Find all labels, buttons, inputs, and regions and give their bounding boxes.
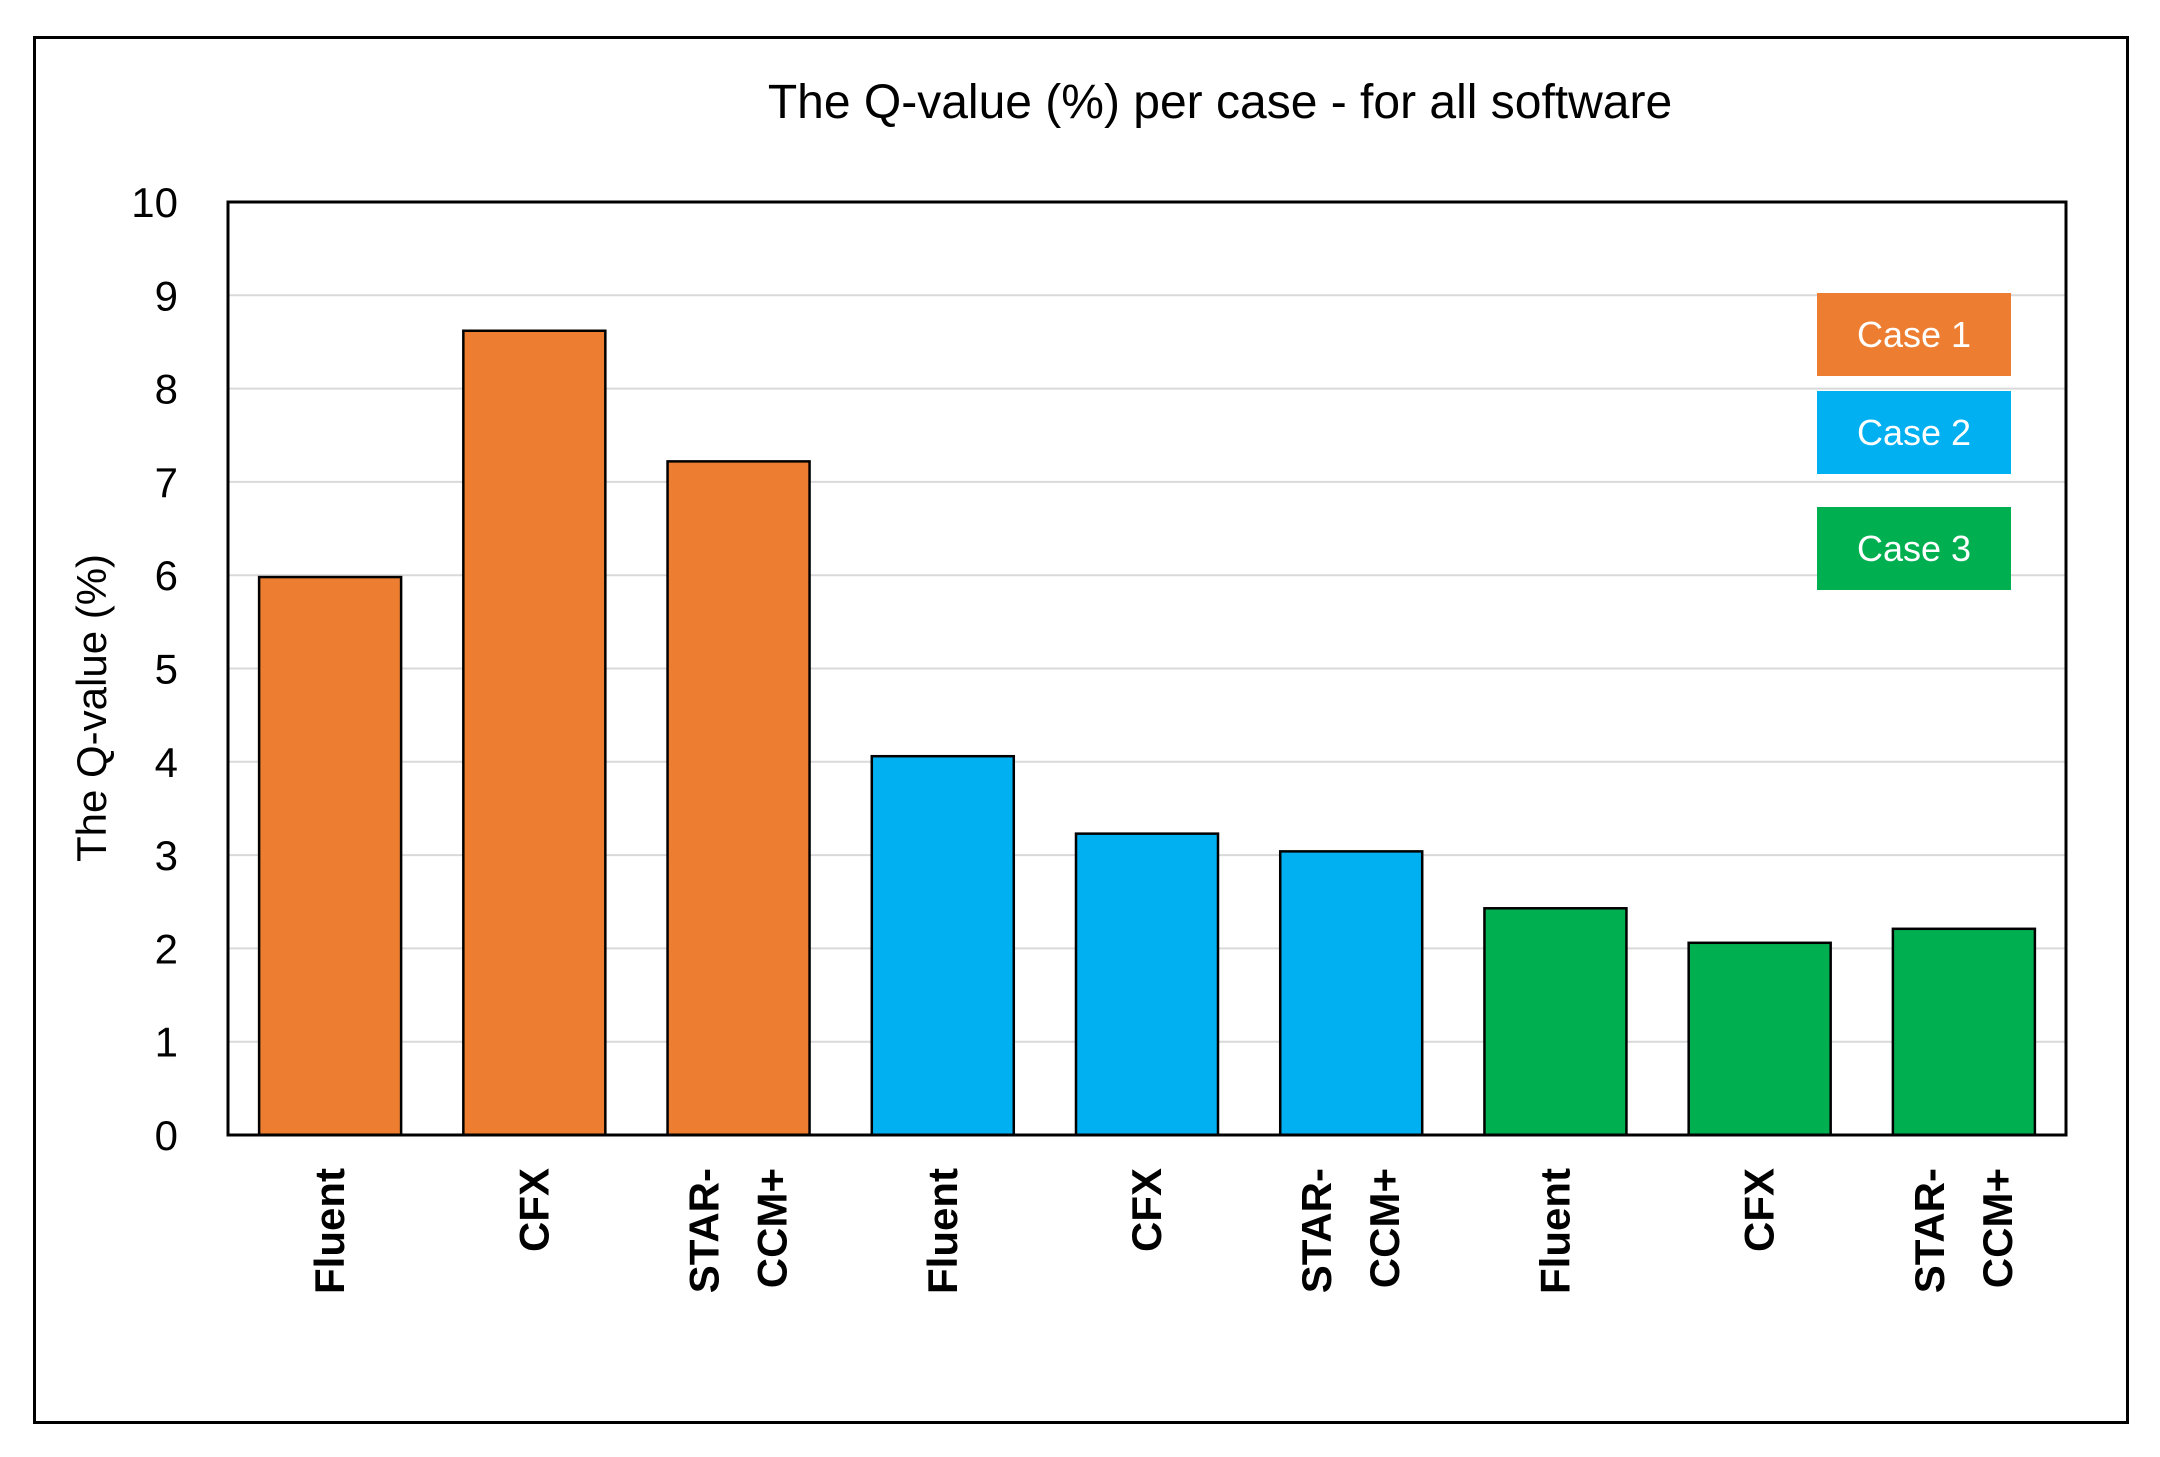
bar-case-1-cfx <box>462 329 607 1137</box>
x-tick-label: STAR- CCM+ <box>1293 1168 1408 1293</box>
x-tick-label-line: STAR- <box>1906 1168 1953 1293</box>
y-tick-label: 5 <box>155 646 178 693</box>
x-tick-label: STAR- CCM+ <box>681 1168 796 1293</box>
x-tick-label-line: Fluent <box>919 1168 966 1294</box>
bar-case-2-cfx <box>1074 832 1220 1137</box>
bar-case-3-fluent <box>1483 907 1628 1137</box>
x-tick-label: Fluent <box>1531 1168 1578 1294</box>
y-tick-label: 3 <box>155 832 178 879</box>
plot-area-border <box>226 200 2068 1137</box>
y-tick-labels: 0 1 2 3 4 5 6 7 8 9 10 <box>131 179 178 1159</box>
bar-case-1-fluent <box>257 575 403 1137</box>
x-tick-labels: Fluent CFX STAR- CCM+ Fluent CFX STAR- CCM+ Flue… <box>306 1168 2021 1294</box>
chart-title: The Q-value (%) per case - for all softw… <box>768 76 1672 129</box>
x-tick-label-line: STAR- <box>1293 1168 1340 1293</box>
y-tick-label: 7 <box>155 459 178 506</box>
legend-case-3: Case 3 <box>1817 507 2011 590</box>
bars <box>257 329 2037 1137</box>
x-tick-label: CFX <box>1123 1168 1170 1252</box>
x-tick-label-line: CFX <box>1123 1168 1170 1252</box>
x-tick-label-line: CFX <box>1736 1168 1783 1252</box>
bar-case-1-star-ccm- <box>666 460 811 1137</box>
y-tick-label: 10 <box>131 179 178 226</box>
bar-case-3-cfx <box>1687 941 1832 1137</box>
x-tick-label: CFX <box>1736 1168 1783 1252</box>
x-tick-label-line: CCM+ <box>1361 1168 1408 1288</box>
x-tick-label-line: Fluent <box>1531 1168 1578 1294</box>
x-tick-label-line: Fluent <box>306 1168 353 1294</box>
y-tick-label: 1 <box>155 1019 178 1066</box>
y-tick-label: 2 <box>155 925 178 972</box>
x-tick-label: CFX <box>510 1168 557 1252</box>
bar-case-2-star-ccm- <box>1278 850 1424 1137</box>
y-tick-label: 0 <box>155 1112 178 1159</box>
x-tick-label: Fluent <box>306 1168 353 1294</box>
y-tick-label: 4 <box>155 739 178 786</box>
x-tick-label: Fluent <box>919 1168 966 1294</box>
x-tick-label-line: CCM+ <box>1974 1168 2021 1288</box>
x-tick-label: STAR- CCM+ <box>1906 1168 2021 1293</box>
x-tick-label-line: CFX <box>510 1168 557 1252</box>
legend-case-1: Case 1 <box>1817 293 2011 376</box>
y-axis-label: The Q-value (%) <box>68 554 115 862</box>
bar-case-3-star-ccm- <box>1891 927 2037 1137</box>
y-tick-label: 8 <box>155 366 178 413</box>
bar-case-2-fluent <box>870 754 1016 1137</box>
y-tick-label: 6 <box>155 552 178 599</box>
x-tick-label-line: CCM+ <box>749 1168 796 1288</box>
y-tick-label: 9 <box>155 272 178 319</box>
legend-case-2: Case 2 <box>1817 391 2011 474</box>
x-tick-label-line: STAR- <box>681 1168 728 1293</box>
